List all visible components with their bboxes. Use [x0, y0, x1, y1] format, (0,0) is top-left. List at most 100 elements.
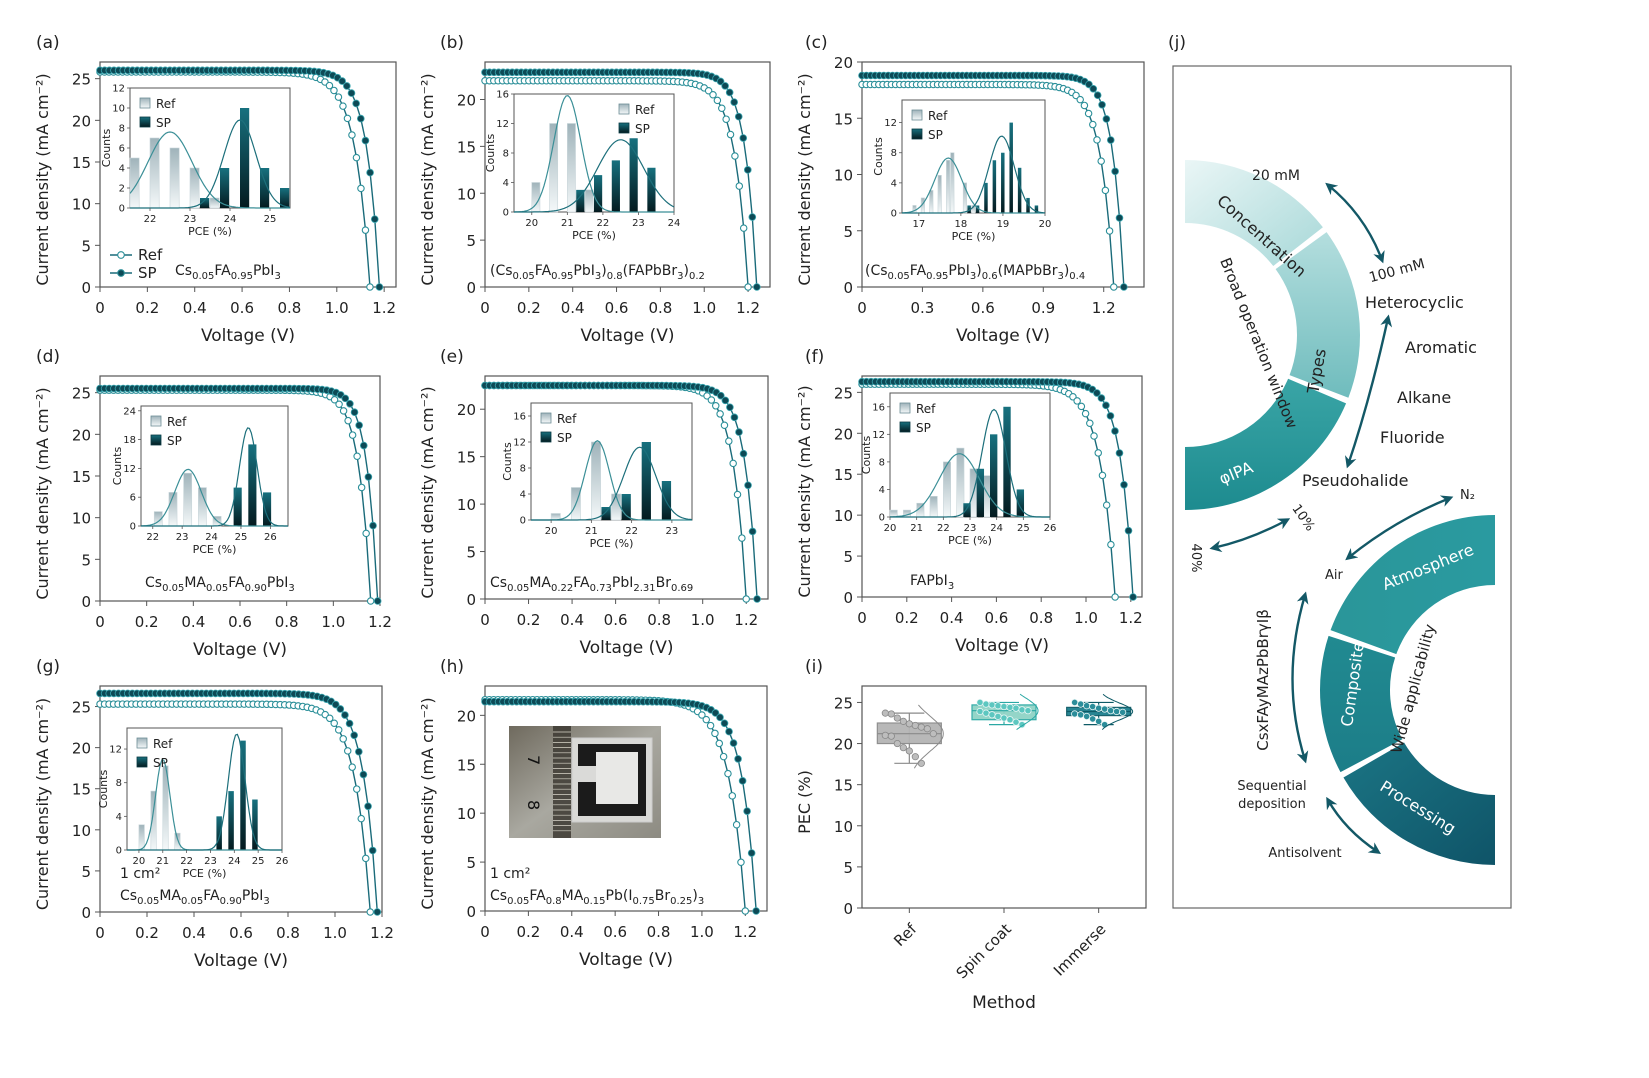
- inset-y-tick-label: 6: [119, 144, 125, 155]
- data-point-sp: [369, 521, 377, 530]
- x-tick-label: 1.0: [321, 613, 345, 631]
- box-immerse: [1066, 693, 1134, 730]
- data-point-sp: [744, 481, 752, 490]
- inset-x-axis-label: PCE (%): [590, 537, 634, 550]
- data-point-ref: [343, 114, 352, 123]
- inset-legend-label: SP: [557, 431, 572, 445]
- inset-x-axis-label: PCE (%): [948, 534, 992, 547]
- x-axis-label: Voltage (V): [579, 950, 673, 970]
- y-tick-label: 10: [834, 818, 853, 836]
- data-point-sp: [739, 449, 748, 458]
- inset-x-tick-label: 17: [912, 219, 925, 230]
- x-tick-label: 0.2: [517, 611, 541, 629]
- data-point-ref: [742, 595, 750, 603]
- composition-label: Cs0.05FA0.95PbI3: [175, 263, 281, 282]
- data-point-ref: [709, 91, 717, 99]
- active-area: [596, 752, 638, 804]
- x-tick-label: Spin coat: [953, 920, 1015, 982]
- x-tick-label: 0.6: [229, 924, 253, 942]
- subscript: 3: [970, 271, 976, 282]
- x-axis-label: Method: [972, 993, 1036, 1013]
- inset-y-tick-label: 6: [130, 493, 136, 504]
- y-tick-label: 25: [834, 384, 853, 402]
- panel-label: (c): [805, 33, 828, 53]
- fit-curve-sp: [130, 119, 291, 209]
- formula-part: PbI: [948, 263, 969, 279]
- x-tick-label: 0.2: [516, 923, 540, 941]
- x-tick-label: 1.2: [1119, 609, 1143, 627]
- data-point-sp: [1098, 100, 1106, 109]
- inset-y-tick-label: 4: [119, 164, 125, 175]
- bottom-wheel: [1319, 515, 1495, 865]
- data-point: [1101, 705, 1109, 713]
- hist-bar-sp: [601, 507, 611, 520]
- data-point-sp: [743, 807, 751, 815]
- panel-label: (b): [440, 33, 464, 53]
- contact-tab: [574, 766, 596, 782]
- data-point-ref: [330, 86, 338, 95]
- data-point-sp: [336, 705, 345, 713]
- y-axis-label: Current density (mA cm⁻²): [33, 387, 52, 599]
- hist-bar-ref: [174, 832, 181, 851]
- inset-legend-label: Ref: [153, 737, 173, 751]
- inset-histogram: 0 4 8 12 16 20 21 22 23 24 25 26 PCE (%) Counts Ref SP: [860, 392, 1056, 547]
- inset-histogram: 0 4 8 12 17 18 19 20 PCE (%) Counts Ref SP: [872, 99, 1052, 243]
- y-tick-label: 0: [466, 591, 476, 609]
- data-point-sp: [734, 755, 742, 763]
- x-tick-label: 0.6: [228, 613, 252, 631]
- data-point-ref: [343, 747, 352, 755]
- hist-bar-sp: [967, 205, 971, 213]
- inset-x-tick-label: 20: [1039, 219, 1052, 230]
- composition-label: FAPbI3: [910, 573, 954, 592]
- panel-e: (e) 0 5 10 15 20 Current density (mA cm⁻²) 0 0.2…: [418, 347, 769, 658]
- x-tick-label: 0.4: [561, 299, 585, 317]
- data-point-sp: [1102, 401, 1110, 410]
- subscript: 0.8: [607, 271, 623, 282]
- inset-y-tick-label: 12: [112, 84, 125, 95]
- hist-bar-sp: [629, 138, 638, 212]
- inset-y-tick-label: 10: [112, 104, 125, 115]
- data-point: [976, 698, 984, 707]
- distribution-curve: [1101, 693, 1134, 730]
- formula-part: MA: [184, 575, 206, 591]
- inset-y-tick-label: 4: [116, 812, 122, 823]
- inset-x-tick-label: 22: [625, 526, 638, 537]
- data-point-ref: [352, 153, 361, 162]
- formula-part: FA: [214, 263, 231, 279]
- formula-part: ): [1064, 263, 1069, 279]
- data-point-ref: [735, 182, 744, 190]
- x-tick-label: 0.4: [181, 613, 205, 631]
- data-point-ref: [1101, 186, 1110, 195]
- legend-swatch-sp: [540, 431, 552, 443]
- data-point: [1089, 702, 1097, 711]
- hist-bar-ref: [209, 197, 220, 209]
- x-tick-label: 1.0: [690, 923, 714, 941]
- data-point-ref: [357, 814, 365, 823]
- plot-frame: [861, 375, 1143, 598]
- legend-swatch-sp: [618, 122, 630, 134]
- x-tick-label: 0.2: [135, 924, 159, 942]
- data-point-ref: [348, 131, 356, 139]
- data-point: [982, 709, 990, 717]
- data-point: [1012, 704, 1020, 712]
- area-label: 1 cm²: [490, 866, 530, 882]
- formula-part: PbI: [573, 263, 594, 279]
- data-point-ref: [1077, 402, 1086, 411]
- data-point: [881, 709, 889, 717]
- data-point-ref: [366, 597, 375, 605]
- data-point-ref: [728, 792, 737, 800]
- data-point-ref: [702, 715, 711, 724]
- legend-swatch-ref: [899, 402, 911, 414]
- legend-swatch-ref: [540, 412, 552, 424]
- data-point: [1107, 707, 1115, 715]
- y-axis-label: PEC (%): [795, 770, 814, 834]
- data-point-sp: [343, 82, 351, 90]
- y-tick-label: 0: [466, 903, 476, 921]
- subscript: 0.95: [551, 271, 573, 282]
- x-tick-label: 1.2: [736, 299, 760, 317]
- y-tick-label: 15: [72, 468, 91, 486]
- x-tick-label: 0: [480, 923, 490, 941]
- fit-curve-sp: [902, 135, 1046, 214]
